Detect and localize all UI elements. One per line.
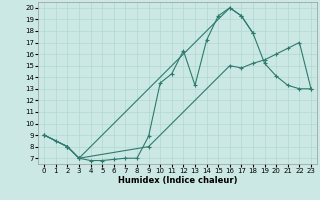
X-axis label: Humidex (Indice chaleur): Humidex (Indice chaleur): [118, 176, 237, 185]
